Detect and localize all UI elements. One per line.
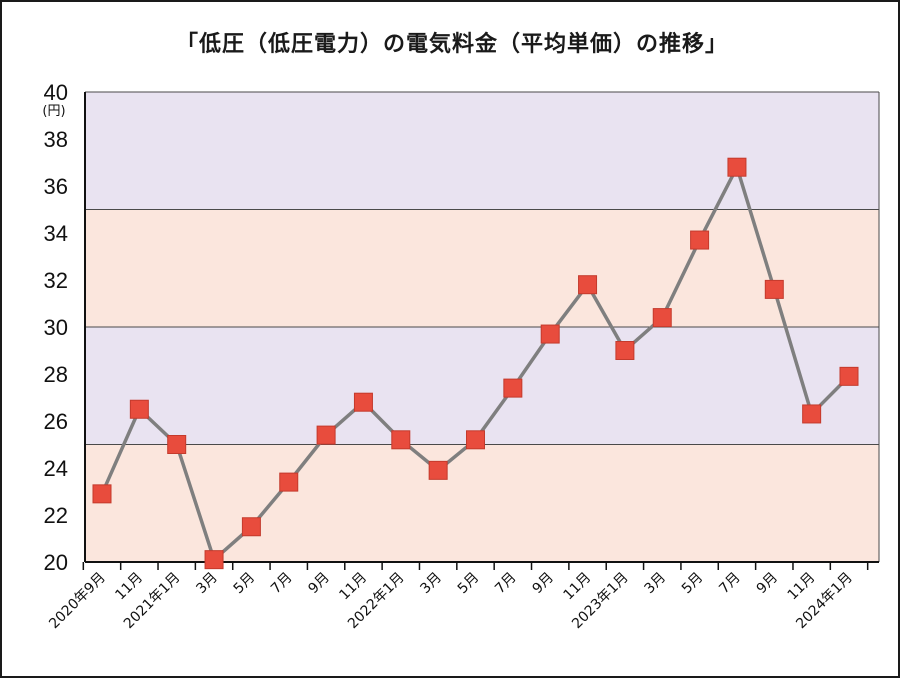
band-1 [85, 327, 879, 445]
x-tick-label: 5月 [231, 570, 259, 598]
data-point [727, 157, 747, 177]
y-tick-label: 38 [44, 127, 68, 152]
x-tick-label: 7月 [492, 570, 520, 598]
data-point [690, 230, 710, 250]
y-tick-label: 30 [44, 315, 68, 340]
data-point [129, 399, 149, 419]
y-tick-label: 32 [44, 268, 68, 293]
data-point [391, 430, 411, 450]
x-tick-label: 11月 [561, 570, 595, 604]
x-tick-label: 3月 [642, 570, 670, 598]
data-point [540, 324, 560, 344]
data-point [466, 430, 485, 450]
x-tick-label: 5月 [455, 570, 483, 598]
y-tick-label: 24 [44, 456, 68, 481]
x-tick-label: 3月 [417, 570, 445, 598]
band-0 [85, 444, 879, 562]
x-tick-label: 11月 [336, 570, 370, 604]
y-tick-label: 36 [44, 174, 68, 199]
data-point [428, 460, 448, 480]
data-point [241, 517, 261, 537]
x-tick-label: 11月 [112, 570, 146, 604]
x-tick-label: 9月 [305, 570, 333, 598]
data-point [802, 404, 822, 424]
data-point [92, 484, 112, 504]
data-point [764, 279, 784, 299]
y-axis-ticks: 20 22 24 26 28 30 32 34 36 38 40 [44, 80, 68, 575]
x-tick-label: 9月 [754, 570, 782, 598]
background-bands [85, 92, 879, 562]
y-tick-label: 28 [44, 362, 68, 387]
x-tick-label: 5月 [679, 570, 707, 598]
data-series [92, 157, 859, 570]
data-point [204, 550, 224, 570]
x-tick-label: 9月 [530, 570, 558, 598]
x-tick-label: 3月 [193, 570, 221, 598]
y-axis-unit-label: (円) [42, 104, 65, 119]
data-point [615, 341, 635, 360]
band-3 [85, 92, 879, 210]
x-tick-label: 11月 [785, 570, 819, 604]
x-tick-label: 7月 [268, 570, 296, 598]
data-point [503, 378, 523, 398]
chart-title: 「低圧（低圧電力）の電気料金（平均単価）の推移」 [175, 32, 728, 57]
x-tick-label: 2020年9月 [46, 570, 109, 633]
data-point [316, 425, 336, 445]
data-point [279, 472, 299, 492]
y-tick-label: 20 [44, 550, 68, 575]
y-tick-label: 40 [44, 80, 68, 105]
y-tick-label: 22 [44, 503, 68, 528]
data-point [578, 275, 598, 295]
data-point [652, 308, 672, 328]
x-tick-label: 7月 [716, 570, 744, 598]
y-tick-label: 26 [44, 409, 68, 434]
y-tick-label: 34 [44, 221, 68, 246]
data-point [839, 366, 859, 386]
band-2 [85, 209, 879, 327]
data-point [353, 392, 373, 412]
data-point [167, 435, 187, 454]
